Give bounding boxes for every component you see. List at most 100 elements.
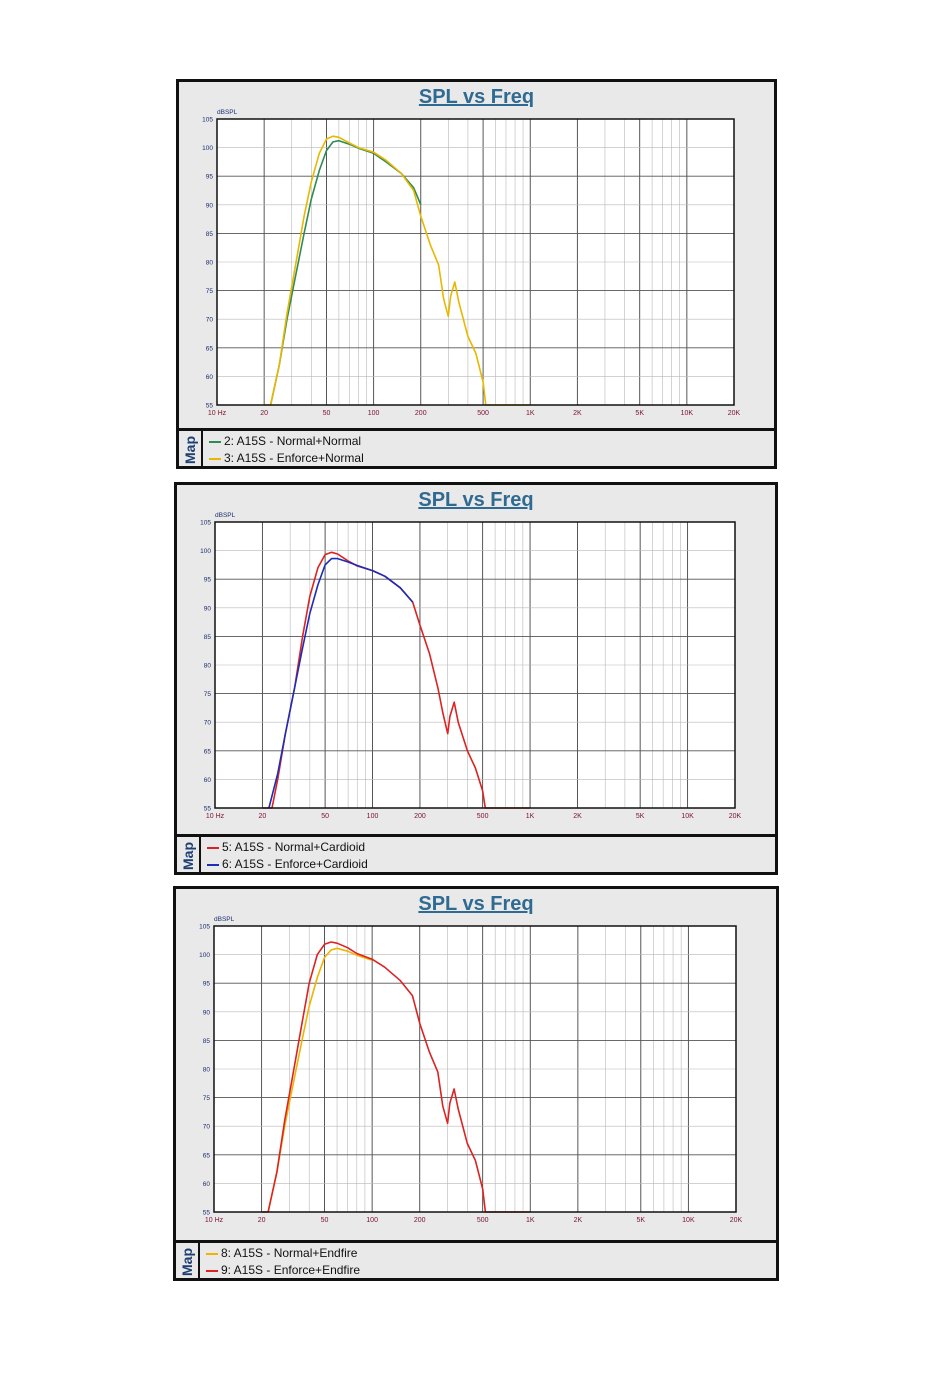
y-axis-label: dBSPL	[215, 512, 236, 519]
y-tick-label: 75	[206, 288, 214, 295]
x-tick-label: 20K	[728, 410, 741, 417]
x-tick-label: 2K	[574, 1217, 583, 1224]
x-tick-label: 200	[414, 1217, 426, 1224]
legend-item: 6: A15S - Enforce+Cardioid	[207, 856, 368, 873]
x-tick-label: 1K	[526, 410, 535, 417]
x-tick-label: 5K	[637, 1217, 646, 1224]
spl-chart: 10 Hz 20 50 100 200 500 1K 2K 5K 10K 20K 55 60 65 70 75…	[199, 916, 743, 1224]
chart-title: SPL vs Freq	[418, 893, 534, 915]
x-tick-label: 20	[258, 1217, 266, 1224]
y-tick-label: 105	[202, 117, 213, 124]
x-tick-label: 1K	[526, 1217, 535, 1224]
y-tick-label: 55	[203, 1210, 211, 1217]
y-tick-label: 90	[204, 605, 212, 612]
map-label-box: Map	[179, 431, 203, 468]
y-tick-label: 70	[204, 720, 212, 727]
legend: 8: A15S - Normal+Endfire 9: A15S - Enfor…	[206, 1245, 360, 1279]
x-tick-label: 20K	[729, 813, 742, 820]
legend-area: Map 2: A15S - Normal+Normal 3: A15S - En…	[179, 431, 774, 468]
x-tick-label: 5K	[636, 813, 645, 820]
x-tick-label: 5K	[635, 410, 644, 417]
plot-frame	[214, 521, 736, 809]
x-tick-label: 20	[259, 813, 267, 820]
x-tick-label: 10 Hz	[206, 813, 225, 820]
legend-item: 3: A15S - Enforce+Normal	[209, 450, 364, 467]
x-tick-label: 10 Hz	[208, 410, 227, 417]
plot-area: SPL vs Freq 10 Hz 20 50 100 200 500 1K 2K 5K 10K 2…	[177, 485, 775, 837]
legend-label: 8: A15S - Normal+Endfire	[221, 1246, 358, 1260]
map-label-box: Map	[176, 1243, 200, 1280]
legend-label: 6: A15S - Enforce+Cardioid	[222, 857, 368, 871]
y-tick-label: 90	[203, 1009, 211, 1016]
x-tick-label: 10K	[682, 1217, 695, 1224]
y-tick-label: 65	[206, 345, 214, 352]
y-tick-label: 85	[204, 634, 212, 641]
y-tick-label: 55	[206, 403, 214, 410]
legend-title: Map	[182, 435, 198, 464]
y-tick-label: 85	[206, 231, 214, 238]
y-tick-label: 90	[206, 202, 214, 209]
x-tick-label: 20K	[730, 1217, 743, 1224]
legend-title: Map	[180, 841, 196, 870]
legend-swatch	[209, 457, 221, 460]
legend-label: 5: A15S - Normal+Cardioid	[222, 840, 366, 854]
chart-panel-1: SPL vs Freq 10 Hz 20 50 100 200 500 1K 2K 5K 10K 2…	[176, 79, 777, 469]
x-tick-label: 500	[477, 410, 489, 417]
y-tick-label: 65	[204, 748, 212, 755]
legend-swatch	[207, 846, 219, 849]
series-line	[268, 557, 414, 809]
legend: 5: A15S - Normal+Cardioid 6: A15S - Enfo…	[207, 839, 368, 873]
legend: 2: A15S - Normal+Normal 3: A15S - Enforc…	[209, 433, 364, 467]
y-tick-label: 80	[203, 1067, 211, 1074]
series-line	[267, 947, 373, 1213]
legend-label: 3: A15S - Enforce+Normal	[224, 451, 364, 465]
y-tick-label: 85	[203, 1038, 211, 1045]
y-tick-label: 100	[200, 548, 211, 555]
plot-frame	[213, 925, 737, 1213]
y-tick-label: 80	[206, 260, 214, 267]
legend-area: Map 8: A15S - Normal+Endfire 9: A15S - E…	[176, 1243, 776, 1280]
spl-chart: 10 Hz 20 50 100 200 500 1K 2K 5K 10K 20K 55 60 65 70 75…	[202, 109, 741, 417]
chart-title: SPL vs Freq	[418, 489, 534, 511]
y-axis-label: dBSPL	[217, 109, 238, 116]
x-tick-label: 200	[415, 410, 427, 417]
x-tick-label: 500	[477, 1217, 489, 1224]
series-line	[261, 941, 531, 1213]
y-tick-label: 75	[203, 1095, 211, 1102]
y-tick-label: 95	[203, 981, 211, 988]
plot-area: SPL vs Freq 10 Hz 20 50 100 200 500 1K 2K 5K 10K 2…	[179, 82, 774, 431]
y-tick-label: 105	[199, 924, 210, 931]
x-tick-label: 50	[321, 1217, 329, 1224]
chart-panel-2: SPL vs Freq 10 Hz 20 50 100 200 500 1K 2K 5K 10K 2…	[174, 482, 778, 875]
x-tick-label: 2K	[573, 813, 582, 820]
legend-item: 5: A15S - Normal+Cardioid	[207, 839, 368, 856]
x-tick-label: 100	[366, 1217, 378, 1224]
legend-label: 2: A15S - Normal+Normal	[224, 434, 362, 448]
legend-title: Map	[179, 1247, 195, 1276]
x-tick-label: 10 Hz	[205, 1217, 224, 1224]
x-tick-label: 10K	[681, 813, 694, 820]
plot-area: SPL vs Freq 10 Hz 20 50 100 200 500 1K 2K 5K 10K 2…	[176, 889, 776, 1243]
legend-swatch	[209, 440, 221, 443]
series-line	[269, 139, 422, 406]
x-tick-label: 1K	[526, 813, 535, 820]
y-tick-label: 95	[206, 174, 214, 181]
y-tick-label: 100	[199, 952, 210, 959]
spl-chart: 10 Hz 20 50 100 200 500 1K 2K 5K 10K 20K 55 60 65 70 75…	[200, 512, 742, 820]
y-tick-label: 80	[204, 663, 212, 670]
x-tick-label: 50	[321, 813, 329, 820]
legend-area: Map 5: A15S - Normal+Cardioid 6: A15S - …	[177, 837, 775, 874]
legend-swatch	[206, 1252, 218, 1255]
y-tick-label: 60	[203, 1181, 211, 1188]
x-tick-label: 10K	[681, 410, 694, 417]
legend-item: 9: A15S - Enforce+Endfire	[206, 1262, 360, 1279]
chart-panel-3: SPL vs Freq 10 Hz 20 50 100 200 500 1K 2K 5K 10K 2…	[173, 886, 779, 1281]
plot-frame	[216, 118, 735, 406]
y-tick-label: 70	[206, 317, 214, 324]
y-tick-label: 75	[204, 691, 212, 698]
y-tick-label: 100	[202, 145, 213, 152]
x-tick-label: 2K	[573, 410, 582, 417]
chart-title: SPL vs Freq	[418, 86, 535, 108]
x-tick-label: 100	[367, 813, 379, 820]
legend-swatch	[207, 863, 219, 866]
